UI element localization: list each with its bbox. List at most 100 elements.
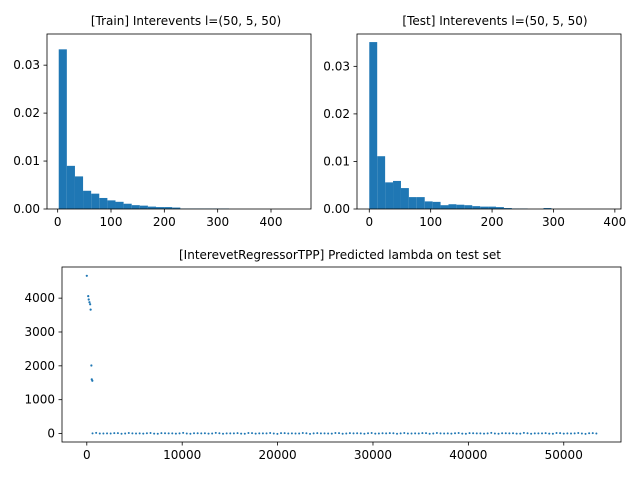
scatter-point [559, 432, 562, 435]
scatter-point [501, 432, 504, 435]
test-histogram-bar [377, 156, 386, 209]
scatter-point [381, 432, 384, 435]
scatter-point [414, 432, 417, 435]
scatter-point [432, 432, 435, 435]
test-histogram-panel: [Test] Interevents l=(50, 5, 50) 0 100 200… [323, 14, 626, 229]
scatter-point [89, 303, 92, 306]
test-histogram-bar [424, 201, 433, 209]
y-tick-label: 4000 [24, 291, 55, 305]
test-histogram-bar [448, 204, 457, 209]
train-histogram-bar [147, 206, 157, 209]
train-histogram-bar [58, 49, 67, 210]
scatter-point [537, 432, 540, 435]
scatter-point [106, 432, 109, 435]
train-histogram-bars [58, 49, 229, 210]
scatter-point [551, 432, 554, 435]
scatter-point [87, 295, 90, 298]
scatter-point [490, 431, 493, 434]
y-tick-label: 0.00 [13, 202, 40, 216]
scatter-point [98, 432, 101, 435]
scatter-point [131, 432, 134, 435]
scatter-point [370, 431, 373, 434]
scatter-point [254, 432, 257, 435]
scatter-point [486, 432, 489, 435]
scatter-point [90, 364, 93, 367]
scatter-point [446, 432, 449, 435]
scatter-point [178, 432, 181, 435]
scatter-point [124, 432, 127, 435]
scatter-point [410, 432, 413, 435]
scatter-point [193, 432, 196, 435]
scatter-point [85, 274, 88, 277]
scatter-point [135, 432, 138, 435]
train-histogram-bar [99, 197, 108, 209]
test-histogram-bar [393, 180, 401, 209]
scatter-point [392, 432, 395, 435]
train-histogram-bar [131, 205, 140, 209]
scatter-point [301, 431, 304, 434]
scatter-point [222, 432, 225, 435]
predicted-lambda-frame [61, 266, 622, 443]
scatter-point [269, 432, 272, 435]
scatter-point [472, 432, 475, 435]
scatter-point [309, 432, 312, 435]
test-histogram-bar [416, 197, 425, 209]
scatter-point [515, 432, 518, 435]
scatter-point [570, 432, 573, 435]
predicted-lambda-title: [InterevetRegressorTPP] Predicted lambda… [179, 248, 501, 262]
train-histogram-bar [172, 207, 181, 209]
scatter-point [207, 432, 210, 435]
scatter-point [475, 432, 478, 435]
scatter-point [348, 432, 351, 435]
scatter-point [341, 432, 344, 435]
scatter-point [352, 432, 355, 435]
x-tick-label: 400 [260, 215, 283, 229]
scatter-point [272, 432, 275, 435]
predicted-lambda-panel: [InterevetRegressorTPP] Predicted lambda… [24, 248, 622, 462]
scatter-point [319, 432, 322, 435]
train-histogram-bar [74, 176, 84, 209]
scatter-point [385, 432, 388, 435]
x-tick-label: 0 [83, 448, 91, 462]
train-histogram-title: [Train] Interevents l=(50, 5, 50) [91, 14, 281, 28]
y-tick-label: 0 [47, 427, 55, 441]
scatter-point [544, 432, 547, 435]
y-tick-label: 0.03 [323, 59, 350, 73]
scatter-point [464, 432, 467, 435]
scatter-point [468, 432, 471, 435]
scatter-point [435, 431, 438, 434]
train-histogram-bar [91, 193, 100, 209]
scatter-point [283, 432, 286, 435]
test-histogram-bar [464, 205, 473, 209]
scatter-point [406, 432, 409, 435]
scatter-point [87, 298, 90, 301]
scatter-point [327, 432, 330, 435]
train-histogram-bar [139, 205, 148, 209]
test-histogram-frame [356, 33, 622, 210]
scatter-point [338, 432, 341, 435]
scatter-point [200, 432, 203, 435]
scatter-point [508, 432, 511, 435]
predicted-lambda-axes: 0 10000 20000 30000 40000 50000 0 1000 2000 3000 4… [24, 266, 622, 462]
scatter-point [290, 432, 293, 435]
scatter-point [461, 432, 464, 435]
train-histogram-panel: [Train] Interevents l=(50, 5, 50) 0 100 20… [13, 14, 312, 229]
scatter-point [251, 432, 254, 435]
scatter-point [577, 432, 580, 434]
y-tick-label: 0.02 [323, 107, 350, 121]
predicted-lambda-points [85, 274, 598, 435]
scatter-point [363, 432, 366, 435]
x-tick-label: 30000 [354, 448, 392, 462]
scatter-point [425, 432, 428, 435]
test-histogram-bar [480, 206, 489, 209]
scatter-point [287, 432, 290, 435]
x-tick-label: 20000 [258, 448, 296, 462]
scatter-point [519, 432, 522, 435]
scatter-point [312, 432, 315, 435]
scatter-point [443, 432, 446, 435]
scatter-point [229, 432, 232, 435]
scatter-point [203, 432, 206, 435]
scatter-point [88, 301, 91, 304]
scatter-point [573, 432, 576, 435]
scatter-point [261, 432, 264, 435]
